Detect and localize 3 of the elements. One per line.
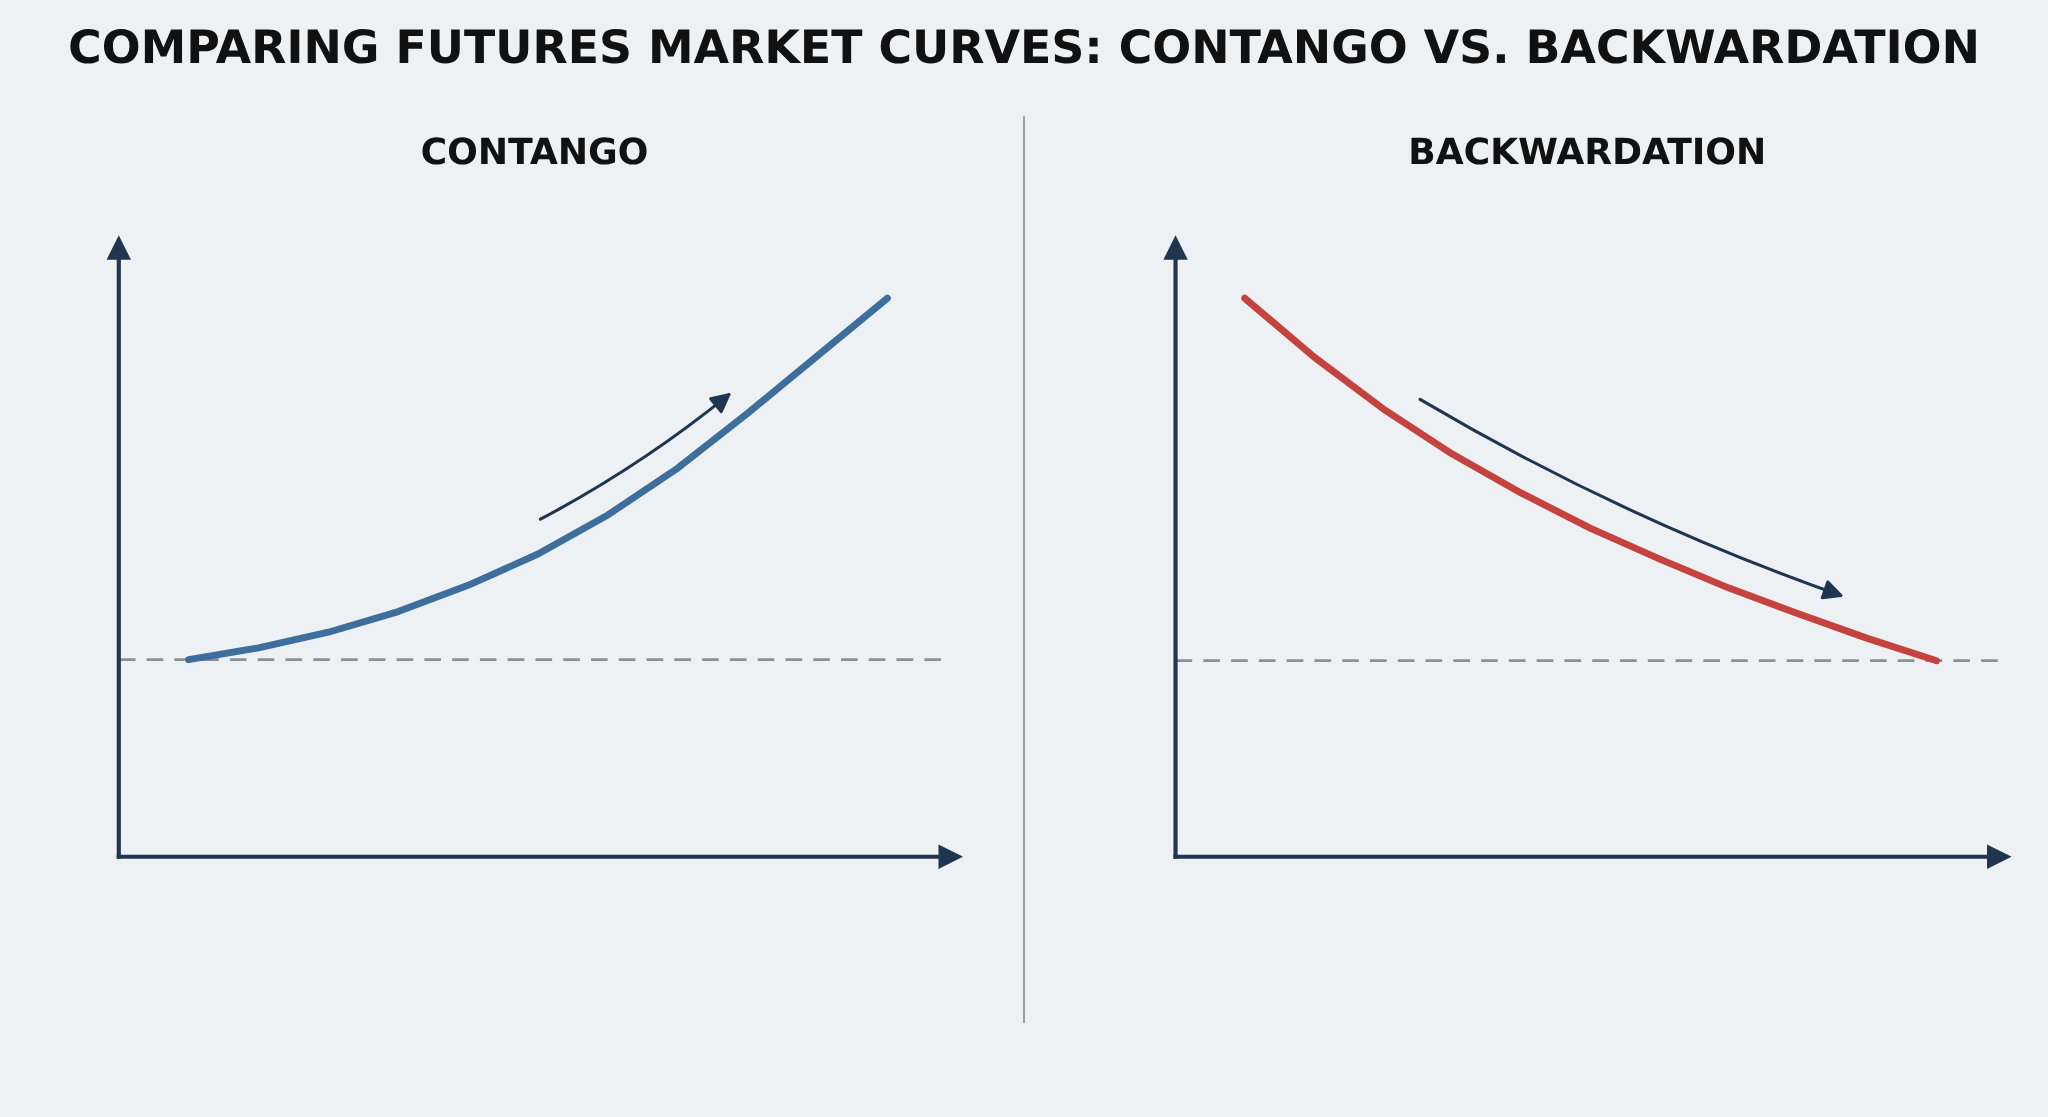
- chart-title: CONTANGO: [422, 137, 647, 165]
- text: COMPARING FUTURES MARKET CURVES: CONTANGO VS. BACKWARDATION: [70, 28, 1976, 64]
- chart-title: BACKWARDATION: [1411, 137, 1763, 165]
